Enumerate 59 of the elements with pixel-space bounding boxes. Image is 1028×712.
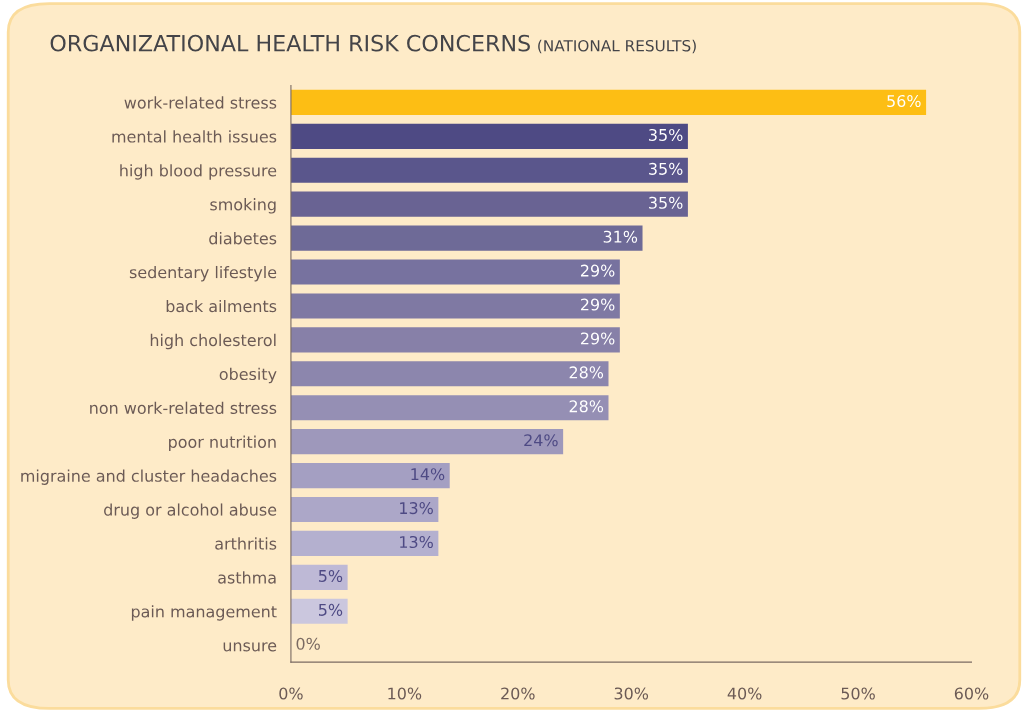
y-tick-label: mental health issues [112,130,277,143]
bar [290,463,450,489]
y-tick-label: asthma [218,571,276,584]
y-tick-label: smoking [210,198,276,214]
bar [290,361,609,387]
bar [290,259,620,285]
data-label: 29% [580,298,615,311]
y-tick-label: work-related stress [124,96,277,109]
x-tick-label: 20% [501,687,535,700]
data-label: 14% [411,468,445,481]
y-tick-label: arthritis [215,537,277,550]
y-tick-label: drug or alcohol abuse [104,503,277,519]
data-label: 28% [569,366,604,379]
bar [290,496,439,523]
data-label: 13% [400,535,433,549]
bar [290,429,564,455]
data-label: 29% [580,332,615,345]
data-label: 35% [649,162,683,175]
data-label: 5% [318,569,343,582]
x-tick-label: 30% [614,687,649,700]
bar [290,225,643,251]
bar [290,89,927,115]
bar [290,530,439,556]
x-tick-label: 0% [279,687,303,700]
y-tick-label: migraine and cluster headaches [21,469,277,485]
bar [290,564,348,590]
data-label: 56% [887,94,921,108]
data-label: 0% [296,637,320,650]
bar [290,598,348,624]
bar [290,157,688,183]
y-tick-label: high blood pressure [120,164,277,180]
y-tick-label: unsure [223,642,277,652]
data-label: 35% [649,128,683,141]
x-tick-label: 10% [388,687,422,700]
x-tick-label: 40% [727,687,762,700]
data-label: 28% [569,400,604,413]
x-tick-label: 60% [954,687,989,700]
y-tick-label: back ailments [166,299,277,313]
y-tick-label: sedentary lifestyle [129,265,277,282]
y-tick-label: diabetes [209,232,277,245]
y-tick-label: high cholesterol [150,333,276,350]
chart-title: ORGANIZATIONAL HEALTH RISK CONCERNS [50,34,530,52]
y-tick-label: obesity [219,367,277,384]
data-label: 29% [580,264,615,277]
data-label: 31% [603,230,638,243]
bar [290,327,620,353]
data-label: 24% [524,434,558,447]
bar [290,191,688,217]
y-tick-label: non work-related stress [90,401,277,415]
y-tick-label: poor nutrition [169,435,276,452]
x-tick-label: 50% [841,687,875,700]
chart-subtitle: (NATIONAL RESULTS) [538,39,696,54]
bar [290,123,688,149]
bar [290,395,609,421]
bar [290,293,620,319]
y-tick-label: pain management [131,605,277,621]
data-label: 13% [400,502,433,515]
data-label: 5% [318,603,343,616]
data-label: 35% [649,196,683,209]
